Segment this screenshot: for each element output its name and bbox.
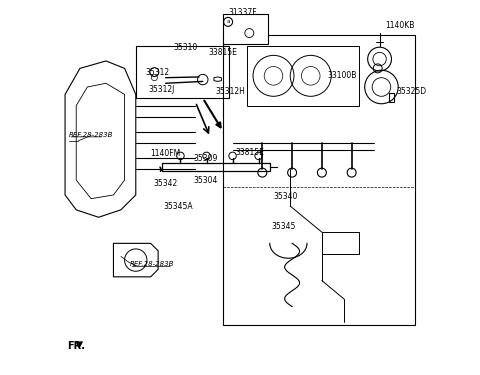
Text: 31337F: 31337F bbox=[228, 8, 257, 17]
Text: 33100B: 33100B bbox=[328, 71, 357, 80]
Text: 35345: 35345 bbox=[272, 222, 296, 231]
Text: FR.: FR. bbox=[67, 341, 85, 351]
Bar bbox=[136, 46, 229, 98]
Bar bbox=[223, 14, 268, 44]
Text: 1140FM: 1140FM bbox=[151, 149, 181, 158]
Text: 33815E: 33815E bbox=[236, 148, 264, 157]
Text: 1140KB: 1140KB bbox=[385, 21, 415, 30]
Text: 35304: 35304 bbox=[193, 176, 218, 185]
Text: 35345A: 35345A bbox=[164, 202, 193, 211]
Text: 35342: 35342 bbox=[154, 178, 178, 188]
Text: REF.28-283B: REF.28-283B bbox=[130, 261, 175, 267]
Text: 35325D: 35325D bbox=[396, 87, 426, 96]
Text: 35312J: 35312J bbox=[149, 86, 175, 94]
Text: a: a bbox=[227, 20, 230, 24]
Text: REF.28-283B: REF.28-283B bbox=[69, 132, 113, 138]
Text: 35310: 35310 bbox=[174, 44, 198, 52]
Text: 35309: 35309 bbox=[193, 154, 218, 163]
Text: 33815E: 33815E bbox=[209, 48, 238, 57]
Text: 35312: 35312 bbox=[145, 68, 169, 76]
Text: 35312H: 35312H bbox=[216, 87, 246, 96]
Text: 35340: 35340 bbox=[274, 192, 298, 201]
